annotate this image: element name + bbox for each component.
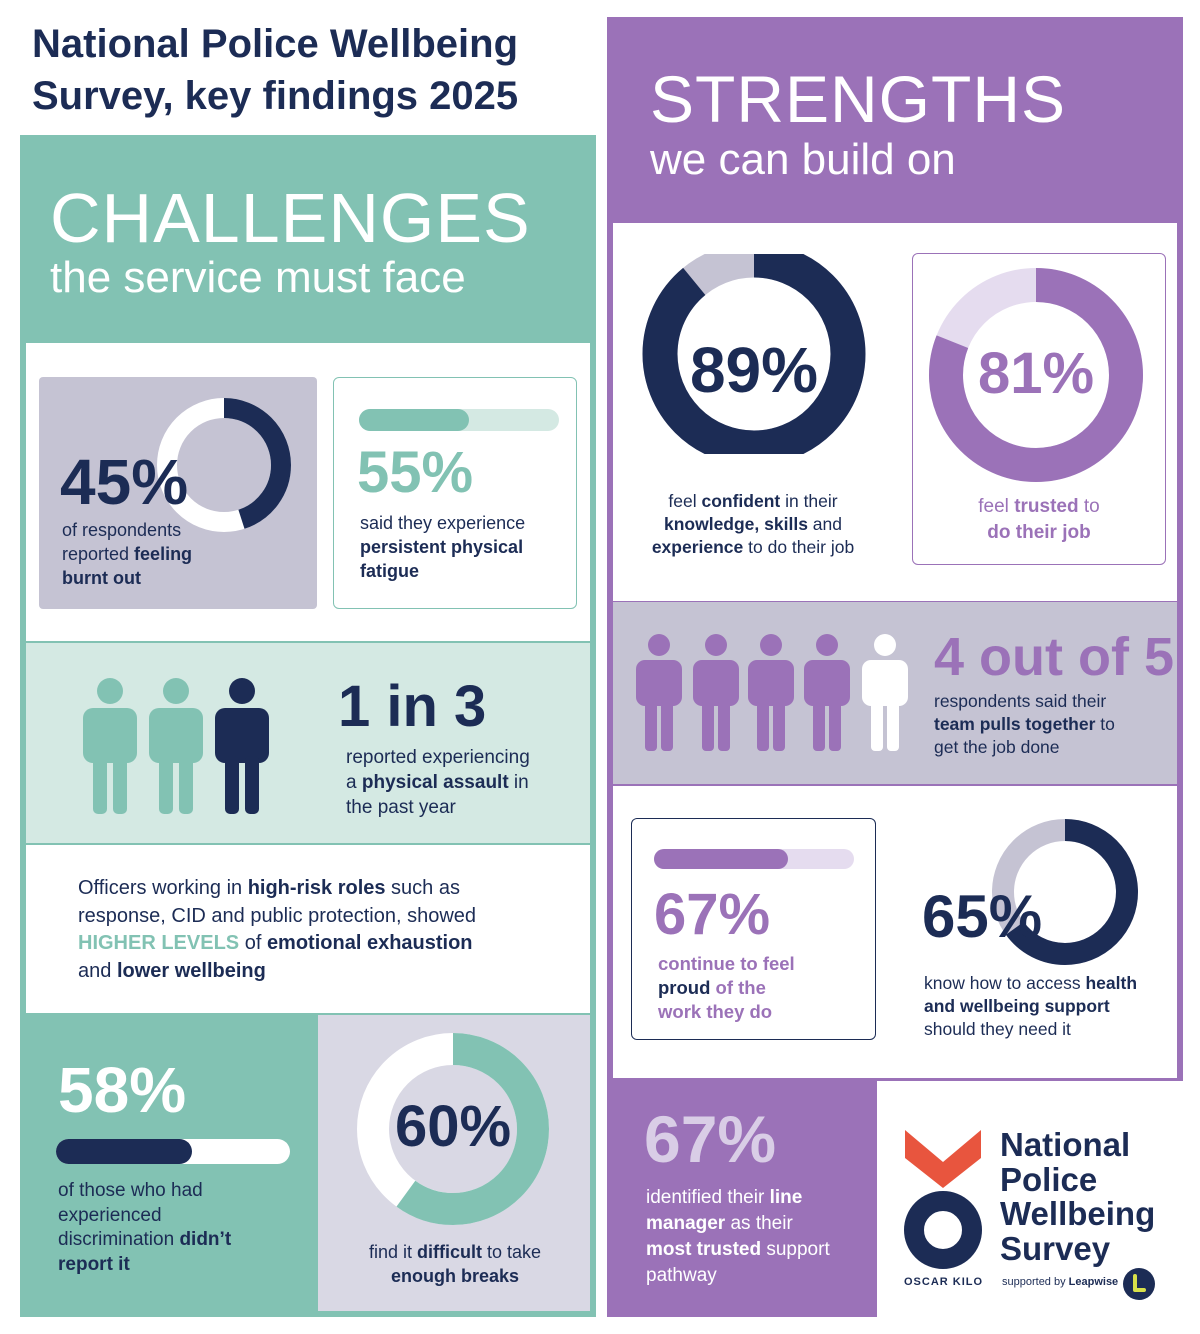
- oscar-kilo-logo: [904, 1130, 982, 1269]
- proud-text: continue to feel proud of the work they …: [658, 953, 795, 1022]
- leapwise-logo-icon: [1123, 1268, 1155, 1300]
- title-line-2: Survey, key findings 2025: [32, 74, 519, 118]
- person-icon: [693, 634, 739, 751]
- proud-progress-track: [654, 849, 854, 869]
- support-value: 65%: [922, 883, 1043, 950]
- strengths-heading: STRENGTHS: [650, 62, 1067, 136]
- confident-value: 89%: [689, 334, 819, 406]
- discrimination-text: of those who had experienced discriminat…: [58, 1180, 232, 1275]
- discrimination-progress-fill: [56, 1139, 192, 1164]
- trusted-text: feel trusted to do their job: [978, 496, 1100, 543]
- breaks-donut: [357, 1033, 549, 1225]
- confident-text: feel confident in their knowledge, skill…: [651, 491, 855, 557]
- page-title: National Police Wellbeing Survey, key fi…: [32, 18, 592, 122]
- person-icon: [636, 634, 682, 751]
- burnout-text: of respondents reported feeling burnt ou…: [62, 520, 193, 588]
- breaks-value: 60%: [394, 1094, 512, 1159]
- person-icon: [862, 634, 908, 751]
- manager-text: identified their line manager as their m…: [646, 1187, 830, 1286]
- breaks-text: find it difficult to take enough breaks: [368, 1242, 542, 1286]
- person-icon: [149, 678, 203, 814]
- challenges-subheading: the service must face: [50, 253, 466, 302]
- assault-text: reported experiencing a physical assault…: [346, 747, 530, 818]
- person-icons-1in3: [83, 678, 269, 814]
- trusted-value: 81%: [977, 341, 1095, 406]
- confident-donut: [642, 254, 866, 454]
- discrimination-progress-track: [56, 1139, 290, 1164]
- strengths-subheading: we can build on: [650, 135, 956, 184]
- trusted-donut: [929, 268, 1143, 482]
- challenges-heading: CHALLENGES: [50, 179, 531, 257]
- title-line-1: National Police Wellbeing: [32, 22, 519, 66]
- support-text: know how to access health and wellbeing …: [924, 973, 1138, 1039]
- fatigue-progress-track: [359, 409, 559, 431]
- manager-value: 67%: [644, 1102, 777, 1176]
- burnout-donut: [157, 398, 291, 532]
- fatigue-value: 55%: [357, 440, 474, 505]
- support-donut: [992, 819, 1138, 965]
- fatigue-progress-fill: [359, 409, 469, 431]
- burnout-value: 45%: [60, 446, 189, 518]
- person-icon: [748, 634, 794, 751]
- person-icon: [804, 634, 850, 751]
- proud-progress-fill: [654, 849, 788, 869]
- person-icon: [83, 678, 137, 814]
- highrisk-section: [26, 845, 590, 1013]
- survey-logo-text: National Police Wellbeing Survey: [1000, 1126, 1156, 1267]
- supported-by-text: supported by Leapwise: [1002, 1276, 1119, 1288]
- highrisk-text: Officers working in high-risk roles such…: [78, 877, 477, 982]
- proud-value: 67%: [654, 882, 771, 947]
- fatigue-text: said they experience persistent physical…: [360, 513, 526, 581]
- discrimination-value: 58%: [58, 1054, 187, 1126]
- team-text: respondents said their team pulls togeth…: [934, 691, 1115, 757]
- oscar-kilo-label: OSCAR KILO: [904, 1276, 984, 1288]
- person-icons-4of5: [636, 634, 908, 751]
- person-icon: [215, 678, 269, 814]
- team-value: 4 out of 5: [934, 627, 1174, 687]
- assault-value: 1 in 3: [338, 674, 487, 739]
